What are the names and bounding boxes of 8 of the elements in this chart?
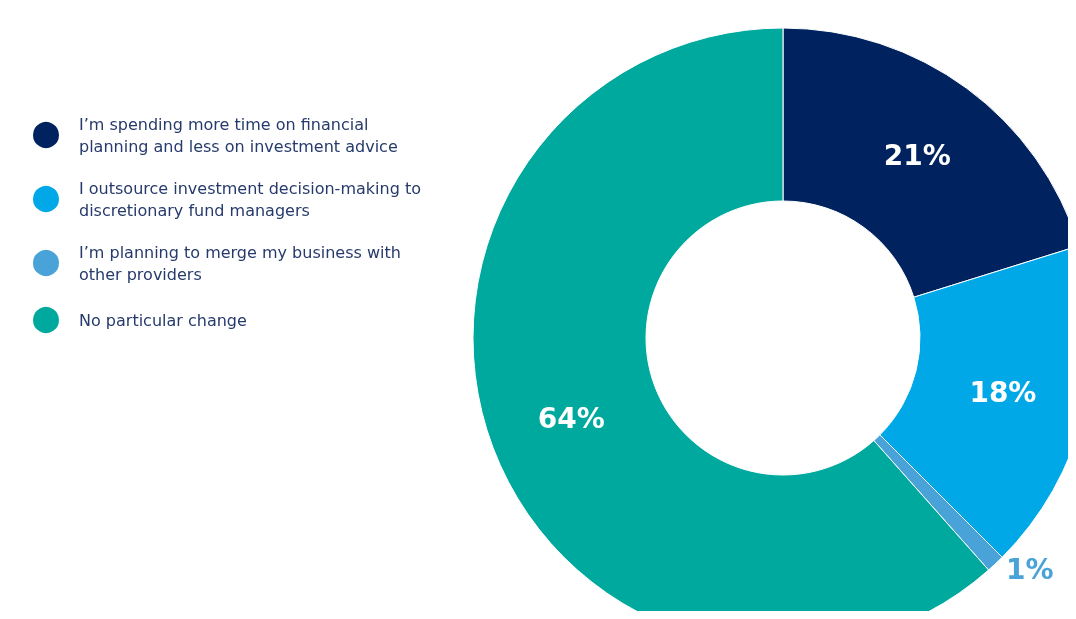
data-label: 18%: [969, 375, 1037, 409]
legend-label: No particular change: [79, 310, 247, 330]
legend-label: I’m spending more time on financial planning and less on investment advice: [79, 114, 398, 156]
data-label: 64%: [537, 401, 605, 435]
data-label: 1%: [1005, 553, 1054, 587]
data-label: 21%: [883, 139, 951, 173]
legend-label: I outsource investment decision-making to discretionary fund managers: [79, 178, 427, 220]
legend-label: I’m planning to merge my business with other providers: [79, 242, 406, 284]
